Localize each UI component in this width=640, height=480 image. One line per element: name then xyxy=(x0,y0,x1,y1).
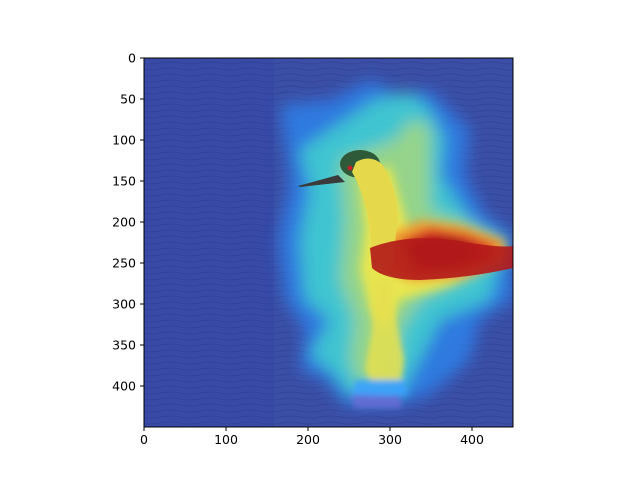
y-axis: 0 50 100 150 200 250 300 350 400 xyxy=(112,51,144,394)
bird-reflection xyxy=(365,280,404,395)
y-tick-label: 200 xyxy=(112,215,136,230)
y-tick-label: 50 xyxy=(120,92,136,107)
x-axis: 0 100 200 300 400 xyxy=(140,427,484,447)
y-tick-label: 150 xyxy=(112,174,136,189)
heatmap-image xyxy=(144,58,513,427)
x-tick-label: 100 xyxy=(214,432,238,447)
bird-beak xyxy=(298,175,345,187)
bird xyxy=(298,150,513,408)
y-tick-label: 400 xyxy=(112,379,136,394)
x-tick-label: 300 xyxy=(378,432,402,447)
y-tick-label: 100 xyxy=(112,133,136,148)
y-tick-label: 350 xyxy=(112,338,136,353)
x-tick-label: 200 xyxy=(296,432,320,447)
plot-frame xyxy=(143,57,514,428)
y-tick-label: 250 xyxy=(112,256,136,271)
bird-neck xyxy=(352,158,398,262)
bird-body xyxy=(370,238,513,280)
y-tick-label: 0 xyxy=(128,51,136,66)
x-tick-label: 400 xyxy=(460,432,484,447)
x-tick-label: 0 xyxy=(140,432,148,447)
y-tick-label: 300 xyxy=(112,297,136,312)
